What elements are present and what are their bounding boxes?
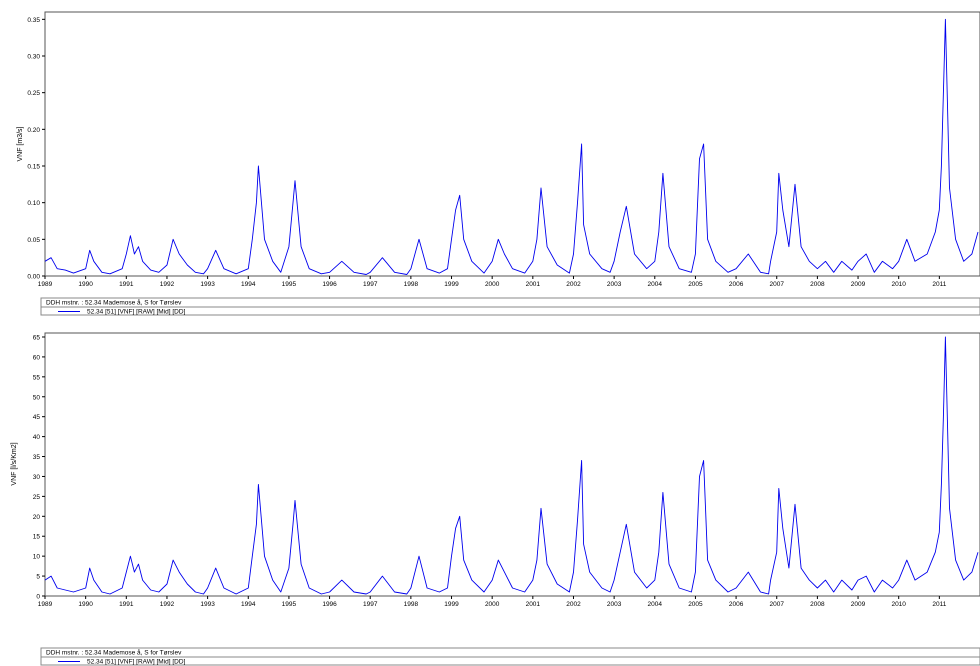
y-tick-label: 15 — [33, 534, 41, 541]
plot-frame — [44, 332, 980, 597]
y-axis: 0 5 10 15 20 25 30 35 40 45 50 55 60 65 — [33, 334, 45, 601]
x-tick-label: 1989 — [38, 601, 53, 608]
x-tick-label: 1990 — [78, 281, 93, 288]
x-tick-label: 2003 — [607, 601, 622, 608]
x-tick-label: 2001 — [526, 281, 541, 288]
x-tick-label: 1993 — [200, 601, 215, 608]
y-tick-label: 0.30 — [27, 54, 40, 61]
y-axis-label: VNF [l/s/Km2] — [11, 442, 18, 485]
series-line — [44, 18, 979, 275]
y-tick-label: 65 — [33, 334, 41, 341]
x-tick-label: 2006 — [729, 281, 744, 288]
chart-panel-discharge: VNF [m3/s] 0.000.050.100.150.200.250.300… — [17, 11, 980, 316]
y-tick-label: 40 — [33, 434, 41, 441]
x-tick-label: 2000 — [485, 601, 500, 608]
y-tick-label: 60 — [33, 354, 41, 361]
x-tick-label: 1998 — [404, 601, 419, 608]
y-tick-label: 5 — [36, 574, 40, 581]
x-tick-label: 2004 — [648, 601, 663, 608]
x-tick-label: 2002 — [566, 281, 581, 288]
series-group — [44, 18, 979, 275]
x-tick-label: 1992 — [160, 281, 175, 288]
x-tick-label: 1995 — [282, 281, 297, 288]
y-tick-label: 0.35 — [27, 17, 40, 24]
x-tick-label: 1989 — [38, 281, 53, 288]
x-tick-label: 1992 — [160, 601, 175, 608]
x-tick-label: 2011 — [932, 601, 946, 608]
y-tick-label: 0.25 — [27, 90, 40, 97]
y-axis-label: VNF [m3/s] — [17, 126, 24, 161]
x-tick-label: 2006 — [729, 601, 744, 608]
legend-station: DDH mstnr. : 52.34 Mademose å, S for Tør… — [46, 299, 182, 307]
x-tick-label: 1997 — [363, 281, 378, 288]
x-axis: 1989 1990 1991 1992 1993 1994 1995 1996 1997 1998… — [38, 276, 947, 288]
x-tick-label: 2005 — [688, 601, 703, 608]
legend-series-label: 52.34 [51] [VNF] [RAW] [Mid] [DD] — [87, 309, 186, 316]
x-tick-label: 2008 — [810, 281, 825, 288]
x-tick-label: 2009 — [851, 601, 866, 608]
x-tick-label: 1998 — [404, 281, 419, 288]
x-tick-label: 1996 — [322, 601, 337, 608]
series-line — [44, 336, 979, 595]
y-tick-label: 35 — [33, 454, 41, 461]
series-group — [44, 336, 979, 595]
y-tick-label: 45 — [33, 414, 41, 421]
y-tick-label: 0 — [36, 594, 40, 601]
x-tick-label: 1999 — [444, 281, 459, 288]
x-tick-label: 2007 — [770, 601, 785, 608]
y-tick-label: 50 — [33, 394, 41, 401]
chart-panel-specific-discharge: VNF [l/s/Km2] 0 5 10 15 20 25 30 35 40 45 50 55 60 65… — [11, 332, 980, 666]
x-tick-label: 2002 — [566, 601, 581, 608]
y-tick-label: 10 — [33, 554, 41, 561]
x-tick-label: 2009 — [851, 281, 866, 288]
x-tick-label: 2007 — [770, 281, 785, 288]
x-tick-label: 2001 — [526, 601, 541, 608]
x-tick-label: 2010 — [891, 601, 906, 608]
x-tick-label: 2011 — [932, 281, 946, 288]
x-tick-label: 1996 — [322, 281, 337, 288]
x-tick-label: 2005 — [688, 281, 703, 288]
x-tick-label: 1990 — [78, 601, 93, 608]
y-tick-label: 0.05 — [27, 237, 40, 244]
y-tick-label: 0.15 — [27, 164, 40, 171]
x-tick-label: 1993 — [200, 281, 215, 288]
x-tick-label: 1997 — [363, 601, 378, 608]
legend-station: DDH mstnr. : 52.34 Mademose å, S for Tør… — [46, 649, 182, 657]
x-tick-label: 2003 — [607, 281, 622, 288]
x-tick-label: 2010 — [891, 281, 906, 288]
y-tick-label: 25 — [33, 494, 41, 501]
y-tick-label: 30 — [33, 474, 41, 481]
x-tick-label: 2000 — [485, 281, 500, 288]
x-tick-label: 1991 — [119, 601, 134, 608]
x-tick-label: 2008 — [810, 601, 825, 608]
x-tick-label: 1995 — [282, 601, 297, 608]
y-tick-label: 20 — [33, 514, 41, 521]
y-tick-label: 55 — [33, 374, 41, 381]
plot-frame — [44, 11, 980, 277]
x-tick-label: 1991 — [119, 281, 134, 288]
x-tick-label: 1994 — [241, 281, 256, 288]
y-axis: 0.00 0.05 0.10 0.15 0.20 0.25 0.30 0.35 — [27, 17, 45, 281]
x-tick-label: 1999 — [444, 601, 459, 608]
y-tick-label: 0.20 — [27, 127, 40, 134]
y-tick-label: 0.00 — [27, 274, 40, 281]
legend-series-label: 52.34 [51] [VNF] [RAW] [Mid] [DD] — [87, 659, 186, 666]
y-tick-label: 0.10 — [27, 200, 40, 207]
x-tick-label: 2004 — [648, 281, 663, 288]
x-axis: 1989 1990 1991 1992 1993 1994 1995 1996 1997 1998… — [38, 596, 947, 608]
x-tick-label: 1994 — [241, 601, 256, 608]
